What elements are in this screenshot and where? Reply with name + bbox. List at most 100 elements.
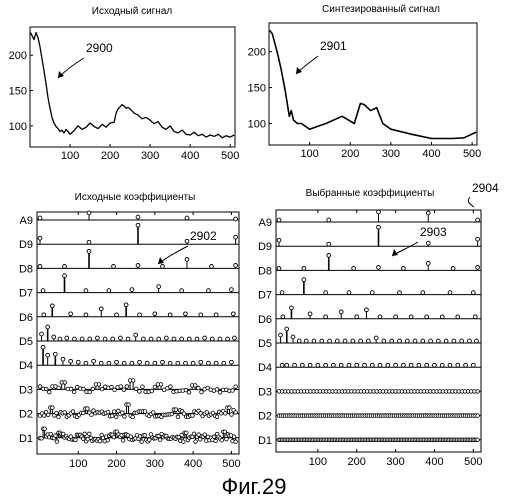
stem-marker	[280, 363, 284, 367]
stem-marker	[168, 361, 172, 365]
stem-marker	[69, 312, 73, 316]
stem-marker	[401, 363, 405, 367]
row-label: D5	[19, 336, 33, 348]
stem-marker	[153, 385, 157, 389]
stem-marker	[140, 440, 144, 444]
stem-marker	[436, 339, 440, 343]
stem-marker	[324, 291, 328, 295]
stem-marker	[61, 357, 65, 361]
y-tick-label: 100	[9, 121, 27, 133]
stem-marker	[131, 379, 135, 383]
stem-marker	[41, 289, 45, 293]
stem-marker	[71, 410, 75, 414]
stem-marker	[290, 306, 294, 310]
stem-marker	[87, 240, 91, 244]
stem-marker	[185, 216, 189, 220]
stem-marker	[476, 237, 480, 241]
stem-marker	[81, 411, 85, 415]
stem-marker	[121, 411, 125, 415]
stem-marker	[169, 385, 173, 389]
stem-marker	[122, 361, 126, 365]
stem-marker	[38, 216, 42, 220]
stem-marker	[136, 264, 140, 268]
stem-marker	[359, 339, 363, 343]
stem-marker	[54, 434, 58, 438]
x-tick-label: 100	[300, 148, 318, 160]
stem-marker	[157, 285, 161, 289]
stem-marker	[130, 288, 134, 292]
stem-marker	[304, 339, 308, 343]
stem-marker	[312, 339, 316, 343]
stem-marker	[65, 336, 69, 340]
stem-marker	[63, 274, 67, 278]
stem-marker	[225, 437, 229, 441]
stem-marker	[41, 345, 45, 349]
row-label: D2	[258, 411, 272, 423]
stem-marker	[185, 239, 189, 243]
stem-marker	[96, 336, 100, 340]
stem-marker	[214, 313, 218, 317]
stem-marker	[476, 266, 480, 270]
x-tick-label: 400	[181, 150, 199, 162]
x-tick-label: 200	[107, 458, 125, 470]
stem-marker	[52, 335, 56, 339]
x-tick-label: 500	[221, 150, 239, 162]
stem-marker	[207, 289, 211, 293]
stem-marker	[355, 363, 359, 367]
stem-marker	[215, 388, 219, 392]
stem-marker	[476, 390, 480, 394]
stem-marker	[87, 432, 91, 436]
stem-marker	[42, 414, 46, 418]
row-label: D8	[258, 265, 272, 277]
stem-marker	[86, 407, 90, 411]
annotation-2903: 2903	[420, 225, 447, 239]
annotation-2900-arrowhead	[58, 71, 64, 78]
stem-marker	[339, 310, 343, 314]
stem-marker	[320, 339, 324, 343]
stem-marker	[199, 360, 203, 364]
stem-marker	[99, 361, 103, 365]
stem-marker	[107, 361, 111, 365]
y-tick-label: 150	[248, 83, 266, 95]
stem-marker	[172, 337, 176, 341]
stem-marker	[233, 336, 237, 340]
row-label: D7	[258, 290, 272, 302]
x-tick-label: 200	[101, 150, 119, 162]
stem-marker	[297, 339, 301, 343]
stem-marker	[115, 313, 119, 317]
plot4-selected-coefficients: 100200300400500A9D9D8D7D6D5D4D3D2D1	[258, 210, 483, 468]
stem-marker	[327, 218, 331, 222]
stem-marker	[126, 337, 130, 341]
row-label: A9	[20, 215, 33, 227]
x-tick-label: 300	[386, 456, 404, 468]
stem-marker	[42, 313, 46, 317]
stem-marker	[277, 267, 281, 271]
annotation-2902: 2902	[190, 229, 217, 243]
stem-marker	[426, 262, 430, 266]
stem-marker	[390, 339, 394, 343]
stem-marker	[426, 241, 430, 245]
plot3-original-coefficients: 100200300400500A9D9D8D7D6D5D4D3D2D1	[19, 211, 241, 470]
x-tick-label: 100	[61, 150, 79, 162]
stem-marker	[118, 336, 122, 340]
stem-marker	[46, 413, 50, 417]
stem-marker	[215, 415, 219, 419]
stem-marker	[394, 363, 398, 367]
stem-marker	[228, 406, 232, 410]
stem-marker	[127, 403, 131, 407]
stem-marker	[150, 389, 154, 393]
series-line	[30, 33, 234, 138]
stem-marker	[231, 389, 235, 393]
stem-marker	[110, 414, 114, 418]
stem-marker	[74, 438, 78, 442]
stem-marker	[207, 361, 211, 365]
stem-marker	[184, 361, 188, 365]
stem-marker	[63, 411, 67, 415]
stem-marker	[184, 312, 188, 316]
stem-marker	[476, 438, 480, 442]
stem-marker	[230, 288, 234, 292]
stem-marker	[73, 337, 77, 341]
row-label: D9	[258, 241, 272, 253]
stem-marker	[159, 383, 163, 387]
stem-marker	[476, 414, 480, 418]
